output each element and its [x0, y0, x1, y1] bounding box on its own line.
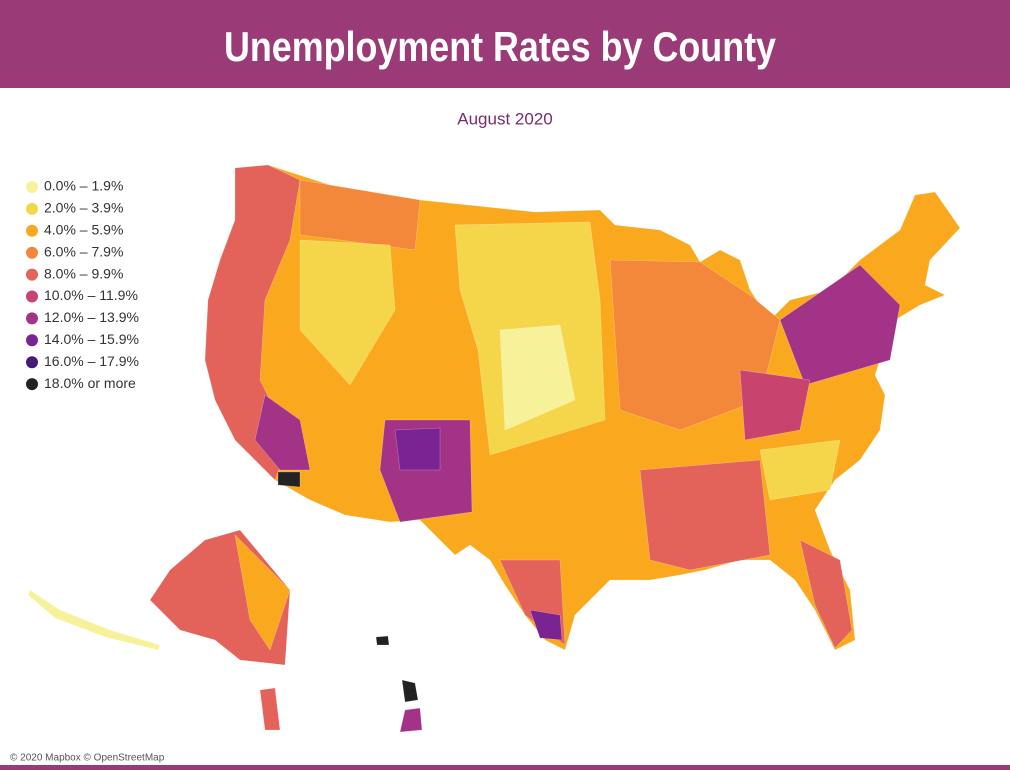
- title: Unemployment Rates by County: [224, 23, 777, 70]
- legend-swatch: [26, 268, 38, 281]
- hawaii-1: [375, 635, 390, 646]
- legend-label: 10.0% – 11.9%: [44, 287, 138, 303]
- subtitle: August 2020: [457, 109, 552, 128]
- nevada-south: [254, 394, 311, 471]
- footer-bar: [0, 765, 1010, 770]
- west-coast: [204, 164, 301, 481]
- florida: [799, 539, 853, 649]
- plains-low: [499, 324, 576, 431]
- header-bar: [0, 0, 1010, 88]
- carolinas: [759, 439, 841, 501]
- legend: 0.0% – 1.9% 2.0% – 3.9% 4.0% – 5.9% 6.0% – …: [26, 178, 139, 391]
- southwest-high: [394, 427, 441, 471]
- midwest: [609, 259, 781, 431]
- rio-grande: [529, 609, 563, 641]
- aleutians: [27, 589, 161, 651]
- wyoming-basin: [299, 239, 396, 386]
- imperial: [277, 471, 301, 488]
- legend-swatch: [26, 246, 38, 259]
- legend-label: 8.0% – 9.9%: [44, 265, 123, 281]
- alaska-inset: [259, 687, 281, 731]
- legend-label: 6.0% – 7.9%: [44, 243, 123, 259]
- attribution: © 2020 Mapbox © OpenStreetMap: [10, 753, 165, 764]
- legend-label: 0.0% – 1.9%: [44, 178, 123, 194]
- legend-swatch: [26, 312, 38, 325]
- hawaii-2: [401, 679, 419, 703]
- appalachia: [739, 369, 811, 441]
- legend-label: 4.0% – 5.9%: [44, 222, 123, 238]
- alaska-east: [234, 534, 291, 651]
- legend-label: 18.0% or more: [44, 375, 136, 391]
- legend-label: 12.0% – 13.9%: [44, 309, 139, 325]
- legend-swatch: [26, 224, 38, 237]
- legend-label: 14.0% – 15.9%: [44, 331, 139, 347]
- hawaii-inset: [399, 707, 423, 733]
- legend-label: 16.0% – 17.9%: [44, 353, 139, 369]
- legend-swatch: [26, 378, 38, 391]
- northeast: [779, 264, 901, 386]
- map: [27, 164, 961, 733]
- legend-swatch: [26, 181, 38, 193]
- legend-swatch: [26, 334, 38, 347]
- legend-label: 2.0% – 3.9%: [44, 200, 123, 216]
- legend-swatch: [26, 202, 38, 215]
- deep-south: [639, 459, 771, 571]
- legend-swatch: [26, 356, 38, 369]
- legend-swatch: [26, 290, 38, 303]
